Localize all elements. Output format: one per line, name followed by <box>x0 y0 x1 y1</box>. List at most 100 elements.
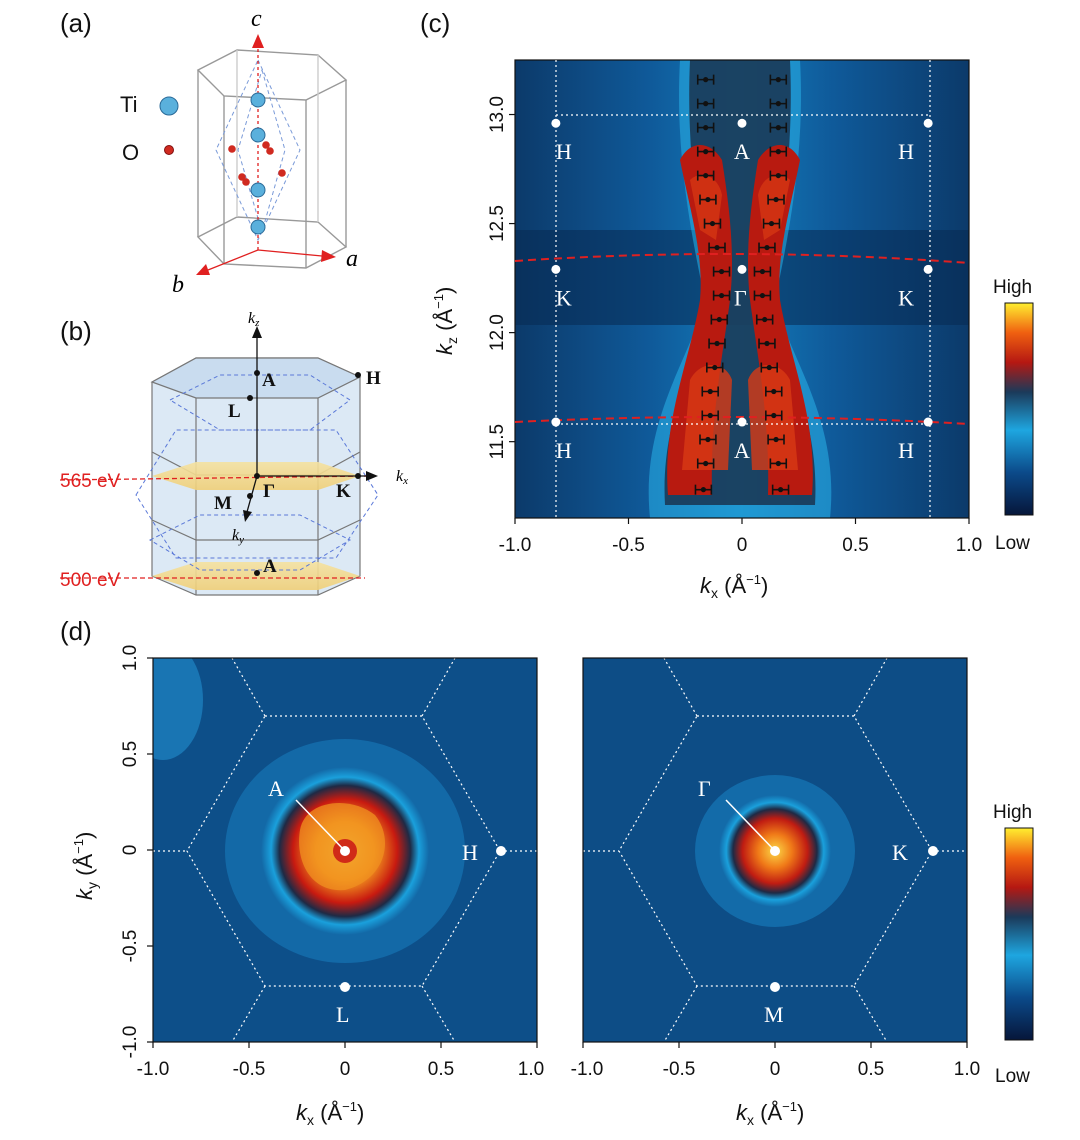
d-right-point-k: K <box>892 840 908 865</box>
peak-marker-4-1 <box>765 386 783 397</box>
peak-marker-14-0 <box>696 146 715 157</box>
bz-point-a-bottom: A <box>263 556 277 577</box>
peak-marker-1-1 <box>769 458 788 469</box>
c-ytick-label-3: 13.0 <box>487 96 508 133</box>
b-axis-arrow-icon <box>196 264 210 275</box>
peak-marker-5-0 <box>706 362 724 373</box>
panel-d-left-xlabel: kx (Å−1) <box>296 1099 364 1128</box>
peak-marker-6-1 <box>758 338 776 349</box>
c-xtick-label-3: 0.5 <box>842 535 868 556</box>
colorbar-c-low: Low <box>995 533 1030 554</box>
peak-marker-1-0 <box>696 458 715 469</box>
peak-marker-4-0 <box>701 386 719 397</box>
d-r-xtick-label-0: -1.0 <box>571 1059 604 1080</box>
energy-500-label: 500 eV <box>60 570 121 591</box>
peak-marker-2-1 <box>767 434 785 445</box>
peak-marker-11-0 <box>703 218 722 229</box>
bz-point-a-top: A <box>262 370 276 391</box>
peak-marker-2-0 <box>699 434 717 445</box>
ky-arrow-icon <box>243 510 252 522</box>
d-ytick-label-4: 1.0 <box>120 645 141 671</box>
c-axis-arrow-icon <box>252 34 264 48</box>
d-r-xtick-label-2: 0 <box>770 1059 781 1080</box>
d-left-point-a: A <box>268 776 284 801</box>
peak-marker-0-0 <box>694 484 713 495</box>
bz-point-a-dot <box>340 846 350 856</box>
bz-point-k-dot <box>928 846 938 856</box>
panel-c-yticks: 11.5 12.0 12.5 13.0 <box>487 96 515 459</box>
panel-a-label: (a) <box>60 8 92 38</box>
peak-marker-13-0 <box>696 170 715 181</box>
bz-point-l: L <box>228 401 241 422</box>
unit-cell-prism <box>196 49 348 269</box>
panel-c-label: (c) <box>420 8 450 38</box>
d-r-xtick-label-3: 0.5 <box>858 1059 884 1080</box>
d-l-xtick-label-0: -1.0 <box>137 1059 170 1080</box>
peak-marker-0-1 <box>771 484 790 495</box>
peak-marker-7-0 <box>710 314 729 325</box>
panel-b: (b) kz kx ky <box>59 310 408 596</box>
c-xtick-label-4: 1.0 <box>956 535 982 556</box>
peak-marker-16-0 <box>696 98 715 109</box>
axis-b-label: b <box>172 272 184 298</box>
d-ytick-label-2: 0 <box>120 845 141 856</box>
d-l-xtick-label-1: -0.5 <box>233 1059 266 1080</box>
bz-point-c-dot-7 <box>737 417 747 427</box>
d-right-point-m: M <box>764 1002 784 1027</box>
d-left-point-l: L <box>336 1002 349 1027</box>
peak-marker-17-0 <box>696 74 715 85</box>
peak-marker-12-1 <box>767 194 785 205</box>
panel-d-label: (d) <box>60 616 92 646</box>
bz-point-c-label-6: H <box>556 438 572 463</box>
d-ytick-label-0: -1.0 <box>120 1026 141 1059</box>
bz-point-c-dot-0 <box>551 118 561 128</box>
c-xtick-label-2: 0 <box>737 535 748 556</box>
peak-marker-8-0 <box>712 290 731 301</box>
peak-marker-5-1 <box>760 362 778 373</box>
peak-marker-16-1 <box>769 98 788 109</box>
bz-point-c-label-0: H <box>556 139 572 164</box>
panel-d-ylabel: ky (Å−1) <box>71 832 100 900</box>
energy-line-565 <box>59 475 371 481</box>
peak-marker-9-1 <box>753 266 772 277</box>
panel-a: (a) Ti O c a b <box>60 6 358 298</box>
peak-marker-14-1 <box>769 146 788 157</box>
kz-arrow-icon <box>252 326 262 338</box>
bz-points-c: H A H K Γ K H A H <box>551 118 933 463</box>
d-l-xtick-label-3: 0.5 <box>428 1059 454 1080</box>
colorbar-d <box>1004 827 1034 1041</box>
d-r-xtick-label-4: 1.0 <box>954 1059 980 1080</box>
peak-marker-3-1 <box>765 410 783 421</box>
bz-point-m: M <box>214 493 232 514</box>
d-r-xtick-label-1: -0.5 <box>663 1059 696 1080</box>
bz-point-c-label-5: K <box>898 285 914 310</box>
peak-marker-12-0 <box>699 194 717 205</box>
pointer-gamma-line <box>725 799 776 852</box>
o-atom-icon <box>164 145 174 155</box>
peak-marker-3-0 <box>701 410 719 421</box>
peak-marker-8-1 <box>753 290 772 301</box>
panel-d-ticks: -1.0 -0.5 0 0.5 1.0 -1.0 -0.5 0 0.5 1.0 -1.0 -0.5 0 0… <box>120 645 980 1080</box>
d-ytick-label-1: -0.5 <box>120 930 141 963</box>
d-right-point-gamma: Γ <box>698 776 711 801</box>
bz-point-c-dot-6 <box>551 417 561 427</box>
c-ytick-label-0: 11.5 <box>487 424 508 460</box>
peak-marker-13-1 <box>769 170 788 181</box>
kx-label: kx <box>396 468 408 487</box>
bz-point-c-label-1: A <box>734 139 750 164</box>
legend-o-label: O <box>122 140 139 165</box>
bz-point-c-label-2: H <box>898 139 914 164</box>
c-ytick-label-2: 12.5 <box>487 205 508 242</box>
atoms <box>228 92 286 235</box>
a-axis-arrow-icon <box>321 250 336 262</box>
bz-point-c-label-4: Γ <box>734 285 747 310</box>
bz-point-k: K <box>336 481 351 502</box>
colorbar-d-low: Low <box>995 1066 1030 1087</box>
bz-point-h-dot <box>496 846 506 856</box>
colorbar-d-high: High <box>993 802 1032 823</box>
d-l-xtick-label-2: 0 <box>340 1059 351 1080</box>
axis-a-label: a <box>346 246 358 272</box>
a-axis-line <box>257 249 323 257</box>
panel-c-xlabel: kx (Å−1) <box>700 572 768 601</box>
